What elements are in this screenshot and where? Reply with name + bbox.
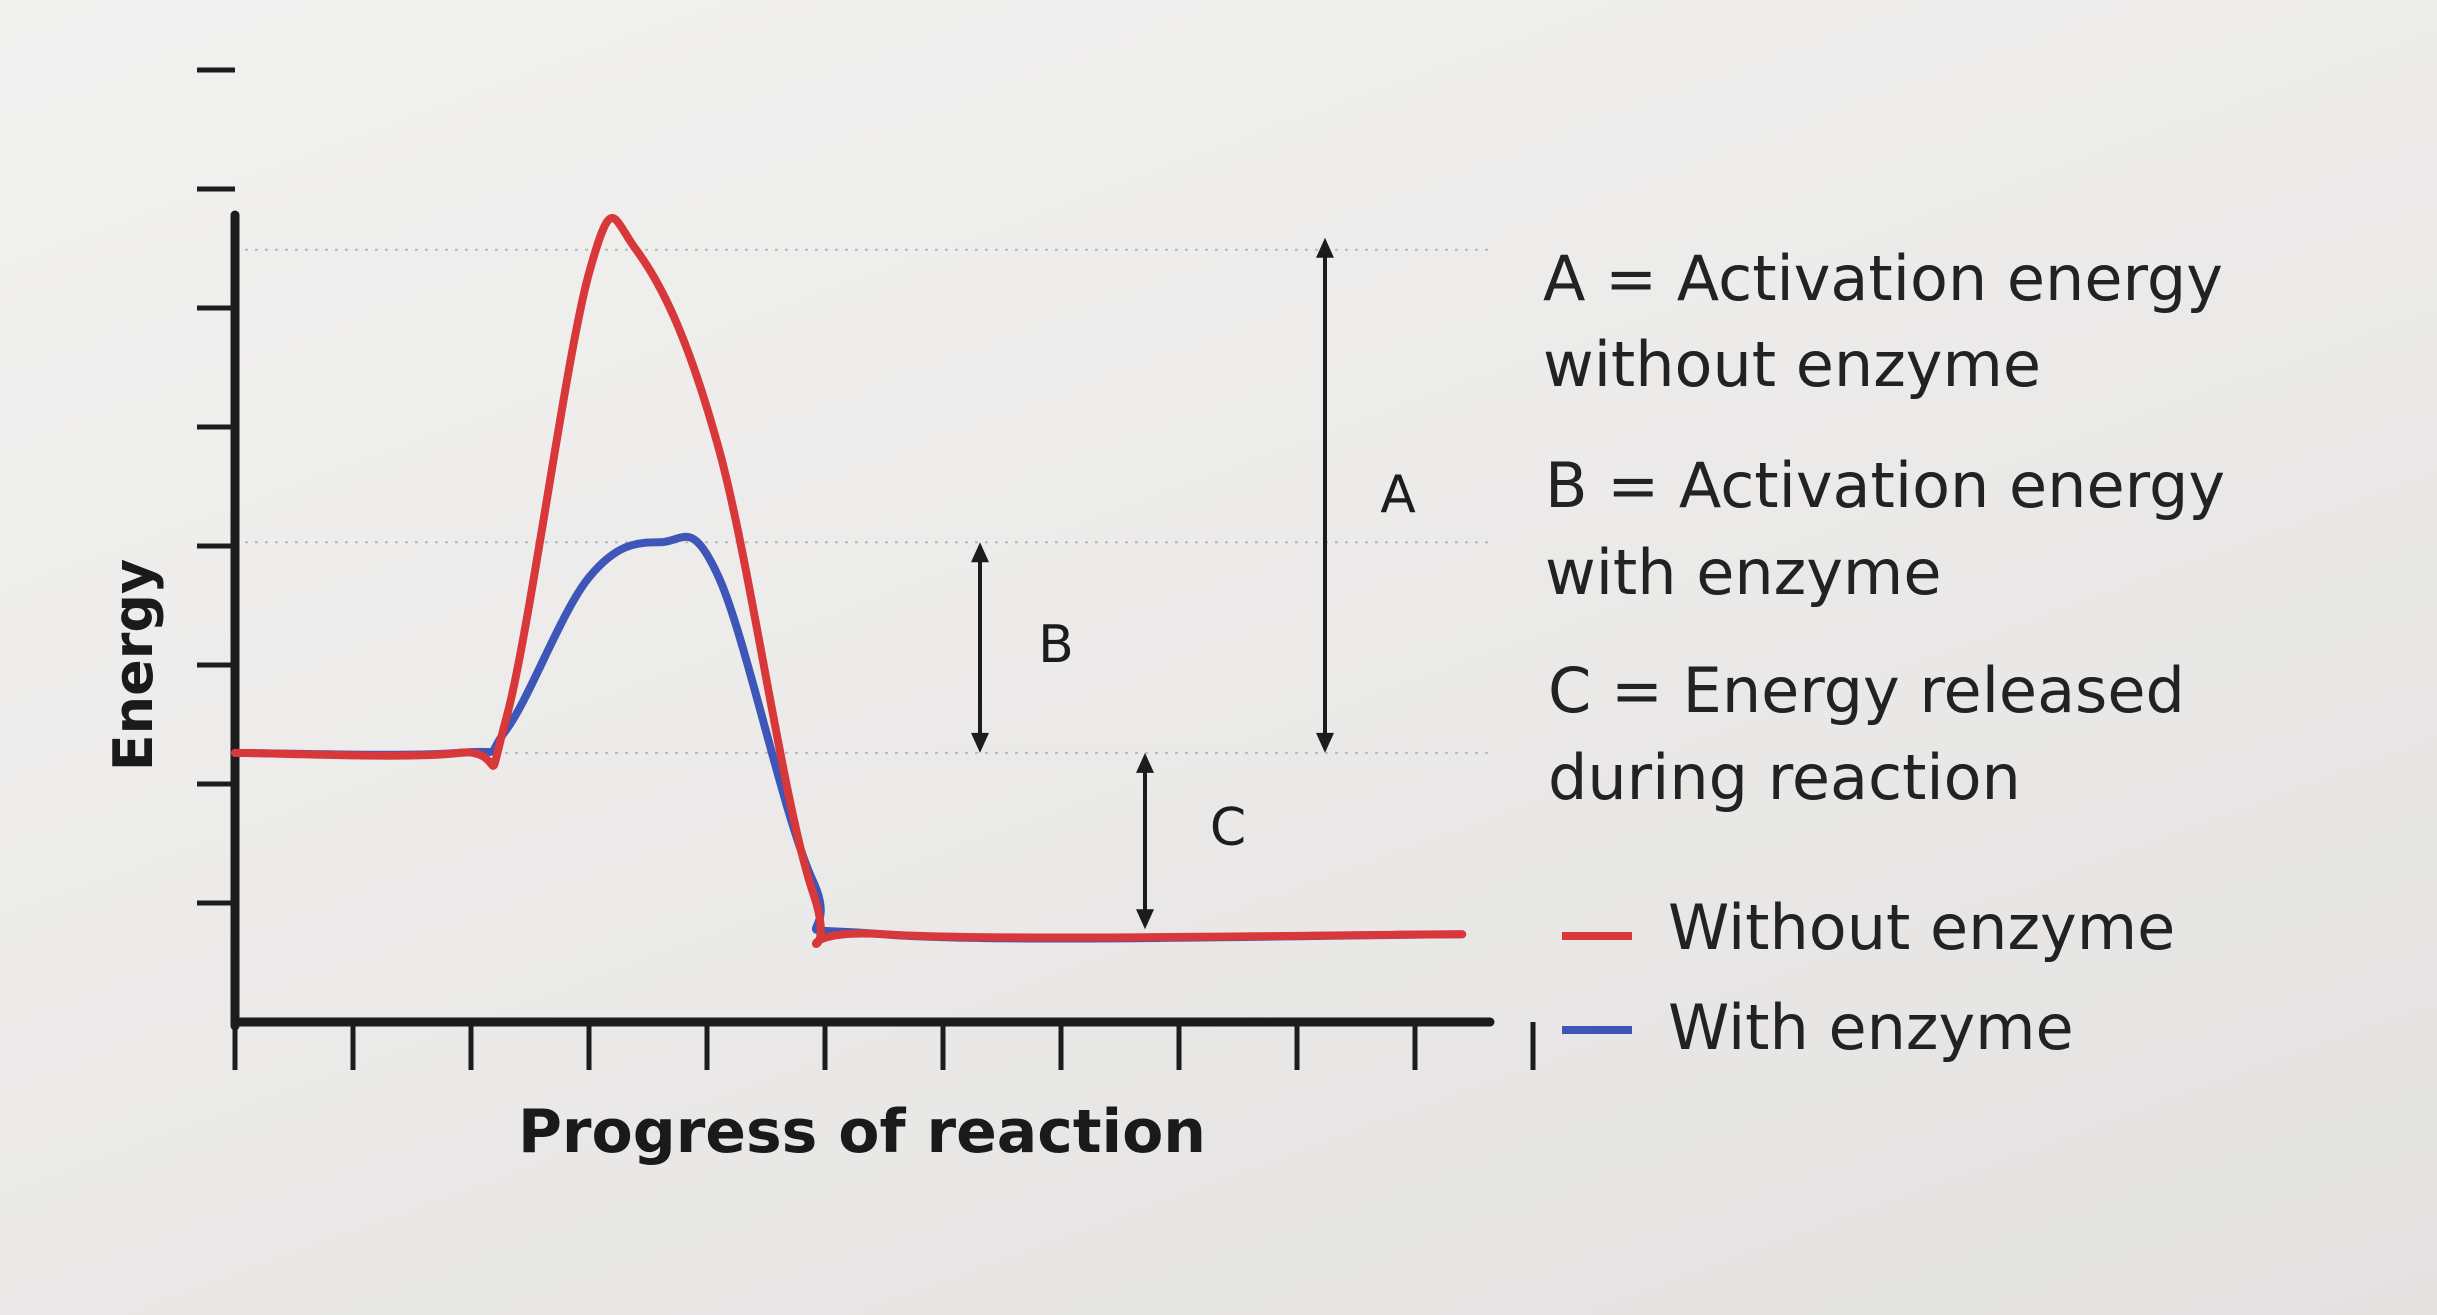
tick-marks bbox=[197, 67, 1536, 1070]
arrow-a-head-up bbox=[1316, 237, 1334, 258]
key-b-line1: B = Activation energy bbox=[1545, 449, 2226, 522]
key-c-line2: during reaction bbox=[1548, 741, 2021, 814]
arrow-a bbox=[1316, 237, 1334, 753]
legend-swatches bbox=[1562, 932, 1632, 1034]
reference-lines bbox=[235, 248, 1490, 754]
arrow-a-head-down bbox=[1316, 732, 1334, 753]
arrow-b bbox=[971, 542, 989, 753]
arrow-b-head-down bbox=[971, 732, 989, 753]
arrow-label-b: B bbox=[1038, 615, 1074, 675]
arrow-c-head-down bbox=[1136, 909, 1154, 930]
key-a-line2: without enzyme bbox=[1543, 328, 2041, 401]
key-b-line2: with enzyme bbox=[1545, 536, 1942, 609]
series-line-with-enzyme bbox=[231, 532, 1467, 943]
key-c-line1: C = Energy released bbox=[1548, 654, 2185, 727]
arrow-c bbox=[1136, 752, 1154, 930]
key-a-line1: A = Activation energy bbox=[1543, 242, 2223, 315]
legend-label-without-enzyme: Without enzyme bbox=[1668, 891, 2176, 964]
series-line-without-enzyme bbox=[231, 214, 1467, 948]
annotation-arrows: A B C bbox=[971, 237, 1416, 930]
arrow-c-head-up bbox=[1136, 752, 1154, 773]
arrow-label-a: A bbox=[1380, 465, 1416, 525]
y-axis-label: Energy bbox=[102, 559, 165, 771]
axes bbox=[230, 210, 1495, 1031]
arrow-b-head-up bbox=[971, 542, 989, 563]
legend-label-with-enzyme: With enzyme bbox=[1668, 991, 2074, 1064]
series-group bbox=[231, 214, 1467, 948]
x-axis-label: Progress of reaction bbox=[518, 1097, 1206, 1167]
arrow-label-c: C bbox=[1210, 798, 1246, 858]
